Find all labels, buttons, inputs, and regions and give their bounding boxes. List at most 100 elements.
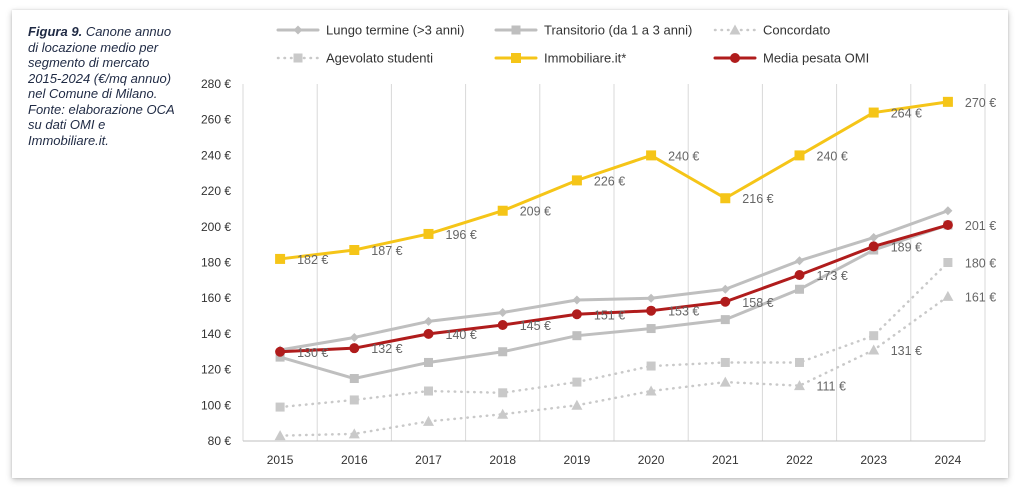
data-point-agevolato-studenti [498, 388, 508, 398]
legend-label: Media pesata OMI [763, 51, 869, 66]
data-label: 131 € [891, 344, 922, 358]
x-tick-label: 2017 [415, 453, 442, 467]
data-point-immobiliare-it [497, 205, 508, 216]
data-label: 145 € [520, 319, 551, 333]
data-point-concordato [497, 408, 509, 419]
data-point-media-pesata-omi [423, 328, 434, 339]
data-point-immobiliare-it [794, 150, 805, 161]
y-tick-label: 280 € [201, 77, 231, 91]
data-point-lungo-termine-3-anni [943, 206, 953, 216]
data-point-lungo-termine-3-anni [572, 295, 582, 305]
data-point-agevolato-studenti [869, 331, 879, 341]
data-point-media-pesata-omi [646, 305, 657, 316]
x-tick-label: 2020 [638, 453, 665, 467]
figure-caption-text: Canone annuo di locazione medio per segm… [28, 24, 175, 148]
data-point-immobiliare-it [942, 96, 953, 107]
y-tick-label: 240 € [201, 148, 231, 162]
data-label: 187 € [371, 244, 402, 258]
x-tick-label: 2023 [860, 453, 887, 467]
series-line-media-pesata-omi [278, 223, 950, 354]
data-point-lungo-termine-3-anni [869, 233, 879, 243]
data-label: 216 € [742, 192, 773, 206]
legend-marker-lungo-termine-3-anni [293, 25, 303, 35]
data-point-transitorio-da-1-a-3-anni [498, 347, 508, 357]
data-point-lungo-termine-3-anni [646, 293, 656, 303]
y-tick-label: 260 € [201, 113, 231, 127]
data-point-transitorio-da-1-a-3-anni [424, 357, 433, 367]
data-point-transitorio-da-1-a-3-anni [720, 315, 730, 325]
x-tick-label: 2021 [712, 453, 739, 467]
data-point-immobiliare-it [423, 228, 434, 239]
data-point-agevolato-studenti [572, 377, 582, 387]
data-label: 161 € [965, 290, 996, 304]
data-label: 173 € [817, 269, 848, 283]
data-label: 201 € [965, 219, 996, 233]
data-point-media-pesata-omi [942, 220, 953, 231]
data-point-agevolato-studenti [275, 402, 285, 412]
data-point-agevolato-studenti [943, 258, 953, 267]
data-point-lungo-termine-3-anni [349, 332, 359, 342]
data-label: 140 € [446, 328, 477, 342]
data-label: 182 € [297, 253, 328, 267]
legend-marker-transitorio-da-1-a-3-anni [511, 25, 521, 35]
data-point-lungo-termine-3-anni [720, 284, 730, 294]
data-point-media-pesata-omi [349, 343, 360, 354]
series-line-concordato [278, 295, 950, 437]
legend-marker-immobiliare-it [511, 53, 521, 63]
data-point-media-pesata-omi [275, 346, 286, 357]
legend-marker-media-pesata-omi [730, 53, 740, 63]
legend-marker-agevolato-studenti [293, 53, 303, 63]
series-line-transitorio-da-1-a-3-anni [278, 223, 950, 381]
y-tick-label: 140 € [201, 327, 231, 341]
y-tick-label: 200 € [201, 220, 231, 234]
y-tick-label: 120 € [201, 363, 231, 377]
data-point-media-pesata-omi [571, 309, 582, 320]
data-point-agevolato-studenti [424, 386, 433, 396]
data-point-agevolato-studenti [646, 361, 656, 371]
data-point-agevolato-studenti [720, 357, 730, 367]
y-tick-label: 180 € [201, 256, 231, 270]
data-label: 153 € [668, 305, 699, 319]
y-tick-label: 80 € [208, 434, 232, 448]
data-point-immobiliare-it [720, 193, 731, 204]
legend-label: Concordato [763, 23, 830, 38]
data-point-concordato [794, 380, 805, 391]
data-point-concordato [942, 290, 954, 301]
data-label: 130 € [297, 346, 328, 360]
legend-label: Immobiliare.it* [544, 51, 626, 66]
data-point-media-pesata-omi [720, 296, 731, 307]
data-label: 240 € [668, 149, 699, 163]
y-tick-label: 100 € [201, 398, 231, 412]
data-point-transitorio-da-1-a-3-anni [572, 331, 582, 341]
y-tick-label: 220 € [201, 184, 231, 198]
data-point-lungo-termine-3-anni [795, 256, 804, 266]
data-point-concordato [571, 399, 583, 410]
data-point-immobiliare-it [646, 150, 657, 161]
x-tick-label: 2016 [341, 453, 368, 467]
data-point-concordato [423, 415, 434, 426]
data-point-transitorio-da-1-a-3-anni [646, 324, 656, 334]
data-point-transitorio-da-1-a-3-anni [349, 374, 359, 384]
x-tick-label: 2018 [489, 453, 516, 467]
data-label: 240 € [817, 149, 848, 163]
data-point-concordato [274, 430, 286, 441]
x-tick-label: 2022 [786, 453, 813, 467]
data-label: 111 € [817, 380, 846, 394]
figure-caption-label: Figura 9. [28, 24, 83, 39]
data-point-media-pesata-omi [497, 319, 508, 330]
data-label: 270 € [965, 96, 996, 110]
data-point-transitorio-da-1-a-3-anni [275, 352, 285, 362]
data-point-agevolato-studenti [795, 357, 804, 367]
data-point-concordato [645, 385, 657, 396]
data-point-lungo-termine-3-anni [424, 316, 433, 326]
x-tick-label: 2024 [935, 453, 962, 467]
data-label: 209 € [520, 205, 551, 219]
data-label: 264 € [891, 107, 922, 121]
data-point-lungo-termine-3-anni [498, 307, 508, 317]
figure-caption: Figura 9. Canone annuo di locazione medi… [28, 24, 178, 148]
legend-label: Lungo termine (>3 anni) [326, 23, 464, 38]
x-tick-label: 2015 [267, 453, 294, 467]
data-point-concordato [719, 376, 731, 387]
data-point-media-pesata-omi [868, 241, 879, 252]
